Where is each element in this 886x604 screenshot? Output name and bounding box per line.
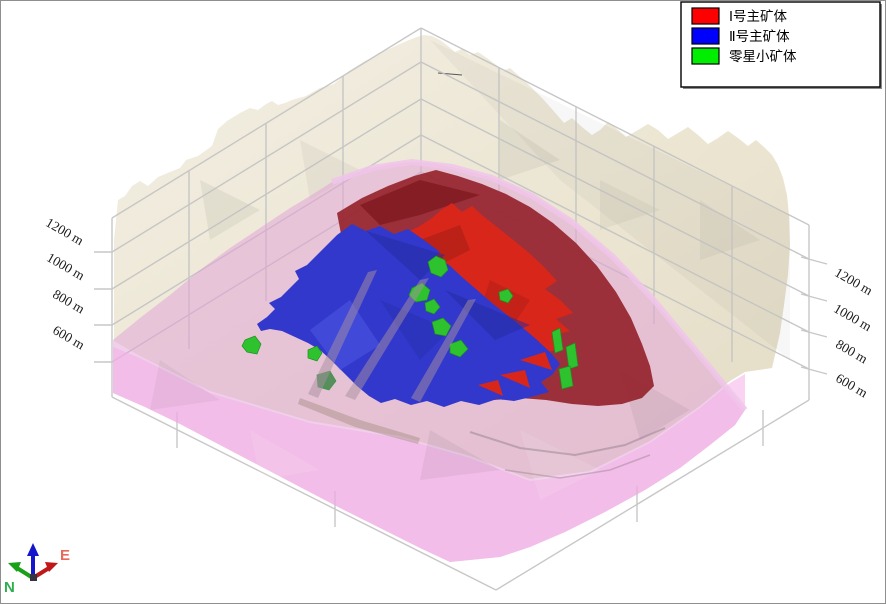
legend-swatch-ore-1 bbox=[691, 7, 720, 25]
tick-right bbox=[800, 293, 828, 302]
box-edge bbox=[495, 399, 810, 591]
surface-streaks bbox=[308, 270, 476, 402]
terrain-facet bbox=[700, 200, 760, 260]
green-blob bbox=[431, 317, 452, 337]
green-blob bbox=[449, 339, 469, 358]
green-sliver bbox=[565, 342, 579, 370]
legend-label-ore-2: Ⅱ号主矿体 bbox=[729, 29, 790, 44]
ore-body-1-dark-facet bbox=[360, 180, 480, 225]
green-blob bbox=[307, 345, 323, 362]
legend: Ⅰ号主矿体 Ⅱ号主矿体 零星小矿体 bbox=[680, 1, 882, 89]
legend-label-scattered: 零星小矿体 bbox=[729, 49, 797, 64]
pink-wrinkle-line bbox=[504, 454, 651, 479]
pink-facet bbox=[150, 360, 220, 410]
green-sliver bbox=[558, 365, 574, 390]
legend-label-ore-1: Ⅰ号主矿体 bbox=[729, 9, 787, 24]
ore-body-2-facet bbox=[445, 290, 530, 340]
pink-surface-rim bbox=[331, 158, 748, 412]
tick-right bbox=[800, 366, 828, 375]
ore-body-2-facet bbox=[366, 231, 445, 280]
pink-facet bbox=[250, 430, 320, 480]
pink-surface-bottom bbox=[113, 347, 745, 562]
compass-origin bbox=[30, 574, 37, 581]
east-axis-arrowhead bbox=[45, 562, 58, 572]
up-axis-arrowhead bbox=[27, 543, 39, 556]
tick-right bbox=[800, 329, 828, 338]
green-blob bbox=[498, 288, 514, 304]
green-blob bbox=[427, 255, 449, 278]
compass: N E bbox=[4, 543, 70, 596]
green-blob bbox=[241, 335, 262, 355]
box-edge bbox=[420, 27, 810, 226]
terrain-facet bbox=[300, 140, 360, 200]
north-label: N bbox=[4, 579, 15, 596]
pink-wrinkle-line bbox=[469, 427, 666, 457]
box-edge bbox=[111, 396, 497, 591]
green-blob bbox=[424, 298, 441, 315]
east-label: E bbox=[60, 547, 70, 564]
pink-facet bbox=[520, 430, 600, 500]
pink-wrinkle-band bbox=[298, 398, 420, 444]
ore-body-1-spikes bbox=[478, 352, 552, 396]
terrain-facet bbox=[500, 120, 560, 180]
legend-swatch-ore-2 bbox=[691, 27, 720, 45]
legend-swatch-scattered bbox=[691, 47, 720, 65]
tick-right bbox=[800, 256, 828, 265]
pink-facet bbox=[420, 430, 500, 480]
north-axis-arrowhead bbox=[8, 562, 21, 572]
green-sliver bbox=[551, 327, 564, 354]
